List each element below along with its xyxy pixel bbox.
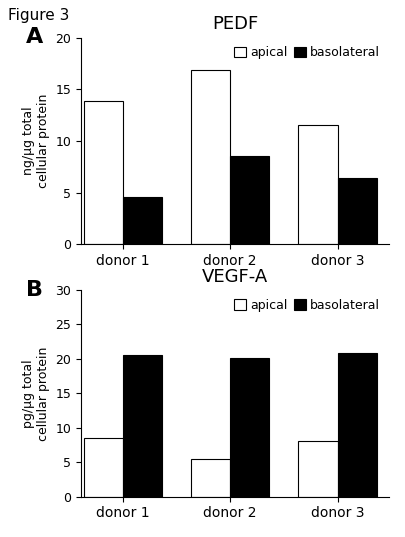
Y-axis label: ng/µg total
cellular protein: ng/µg total cellular protein — [22, 94, 50, 188]
Bar — [84, 438, 123, 497]
Bar — [191, 459, 230, 497]
Bar — [191, 70, 230, 244]
Y-axis label: pg/µg total
cellular protein: pg/µg total cellular protein — [22, 346, 50, 440]
Bar — [230, 358, 269, 497]
Bar — [337, 178, 377, 244]
Bar — [298, 126, 337, 244]
Title: PEDF: PEDF — [212, 15, 258, 33]
Text: B: B — [26, 280, 43, 300]
Bar — [230, 156, 269, 244]
Text: Figure 3: Figure 3 — [8, 8, 70, 23]
Bar — [337, 353, 377, 497]
Title: VEGF-A: VEGF-A — [202, 267, 268, 286]
Bar — [123, 197, 162, 244]
Bar — [298, 441, 337, 497]
Legend: apical, basolateral: apical, basolateral — [231, 44, 383, 62]
Bar — [84, 100, 123, 244]
Bar — [123, 355, 162, 497]
Text: A: A — [26, 27, 43, 47]
Legend: apical, basolateral: apical, basolateral — [231, 296, 383, 314]
